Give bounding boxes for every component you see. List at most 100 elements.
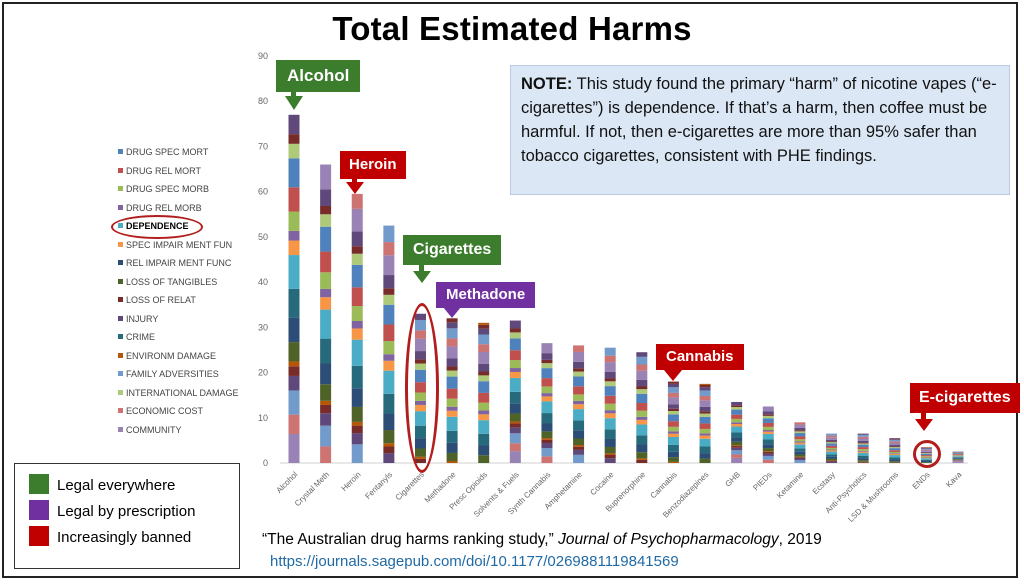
bar-segment: [952, 458, 964, 460]
bar-segment: [446, 430, 458, 443]
bar-segment: [731, 401, 743, 406]
bar-segment: [826, 439, 838, 442]
bar-segment: [573, 454, 585, 463]
bar-segment: [952, 462, 964, 463]
legend-swatch: [118, 297, 123, 303]
callout-cannabis-arrow-stem: [670, 367, 675, 372]
x-tick-label: Cocaine: [588, 470, 616, 498]
bar-segment: [857, 433, 869, 435]
bar-segment: [699, 416, 711, 424]
bar-segment: [952, 461, 964, 463]
bar-segment: [541, 431, 553, 439]
legend-swatch: [118, 149, 123, 155]
bar-segment: [446, 346, 458, 359]
bar-segment: [446, 442, 458, 453]
bar-segment: [731, 450, 743, 455]
callout-methadone-arrow-stem: [449, 304, 454, 309]
legend-swatch: [118, 186, 123, 192]
bar-segment: [604, 371, 616, 379]
e-cigarettes-highlight-circle: [913, 440, 941, 468]
bar-segment: [478, 375, 490, 382]
legend-item: COMMUNITY: [118, 421, 278, 440]
bar-segment: [731, 426, 743, 433]
bar-segment: [636, 424, 648, 436]
bar-segment: [351, 246, 363, 254]
bar-segment: [794, 448, 806, 452]
bar-segment: [320, 309, 332, 339]
bar-segment: [889, 459, 901, 462]
legend-swatch: [118, 389, 123, 395]
bar-segment: [794, 454, 806, 457]
bar-segment: [636, 352, 648, 357]
callout-cannabis-arrow: [664, 370, 682, 381]
bar-segment: [952, 459, 964, 460]
bar-segment: [288, 414, 300, 434]
x-tick-label: ENDs: [911, 470, 932, 491]
bar-segment: [731, 405, 743, 408]
bar-segment: [288, 211, 300, 231]
legend-label: ENVIRONM DAMAGE: [126, 350, 217, 361]
x-tick-label: Heroin: [340, 470, 363, 493]
bar-segment: [478, 363, 490, 372]
bar-segment: [351, 320, 363, 329]
y-tick-label: 90: [258, 51, 268, 61]
bar-segment: [731, 457, 743, 463]
bar-segment: [794, 431, 806, 434]
bar-segment: [762, 411, 774, 415]
bar-segment: [889, 438, 901, 440]
bar-segment: [889, 447, 901, 449]
bar-segment: [478, 334, 490, 345]
bar-segment: [604, 458, 616, 463]
x-tick-label: Fentanyls: [363, 470, 394, 501]
bar-segment: [509, 451, 521, 463]
bar-segment: [351, 264, 363, 288]
callout-heroin-arrow-stem: [352, 178, 357, 184]
y-tick-label: 50: [258, 232, 268, 242]
legend-swatch: [118, 408, 123, 414]
bar-segment: [509, 360, 521, 369]
bar-segment: [446, 410, 458, 417]
bar-segment: [604, 410, 616, 414]
bar-segment: [351, 433, 363, 445]
bar-segment: [573, 404, 585, 410]
legend-swatch: [118, 352, 123, 358]
bar-segment: [573, 368, 585, 372]
bar-segment: [573, 430, 585, 439]
bar-segment: [509, 413, 521, 422]
bar-segment: [857, 460, 869, 462]
bar-segment: [952, 460, 964, 462]
callout-heroin: Heroin: [340, 151, 406, 179]
bar-segment: [762, 406, 774, 412]
bar-segment: [762, 451, 774, 453]
bar-segment: [351, 339, 363, 366]
bar-segment: [667, 392, 679, 398]
bar-segment: [604, 378, 616, 382]
bar-segment: [762, 414, 774, 416]
bar-segment: [731, 441, 743, 446]
legal-everywhere-swatch: [29, 474, 49, 495]
bar-segment: [604, 454, 616, 459]
bar-segment: [383, 370, 395, 394]
bar-segment: [604, 347, 616, 356]
bar-segment: [509, 391, 521, 404]
bar-segment: [383, 354, 395, 361]
legend-item: DRUG SPEC MORT: [118, 143, 278, 162]
bar-segment: [320, 413, 332, 426]
bar-segment: [794, 433, 806, 437]
bar-segment: [731, 454, 743, 458]
bar-segment: [351, 287, 363, 307]
legend-swatch: [118, 278, 123, 284]
legend-swatch: [118, 204, 123, 210]
x-tick-label: Ketamine: [775, 470, 806, 501]
bar-segment: [509, 332, 521, 339]
bar-segment: [604, 395, 616, 404]
bar-segment: [541, 363, 553, 369]
bar-segment: [478, 371, 490, 376]
bar-segment: [383, 446, 395, 454]
callout-cannabis: Cannabis: [656, 344, 744, 370]
bar-segment: [446, 318, 458, 323]
legend-item: REL IMPAIR MENT FUNC: [118, 254, 278, 273]
callout-methadone-arrow: [443, 307, 461, 318]
bar-segment: [826, 433, 838, 436]
citation-link[interactable]: https://journals.sagepub.com/doi/10.1177…: [270, 553, 679, 570]
